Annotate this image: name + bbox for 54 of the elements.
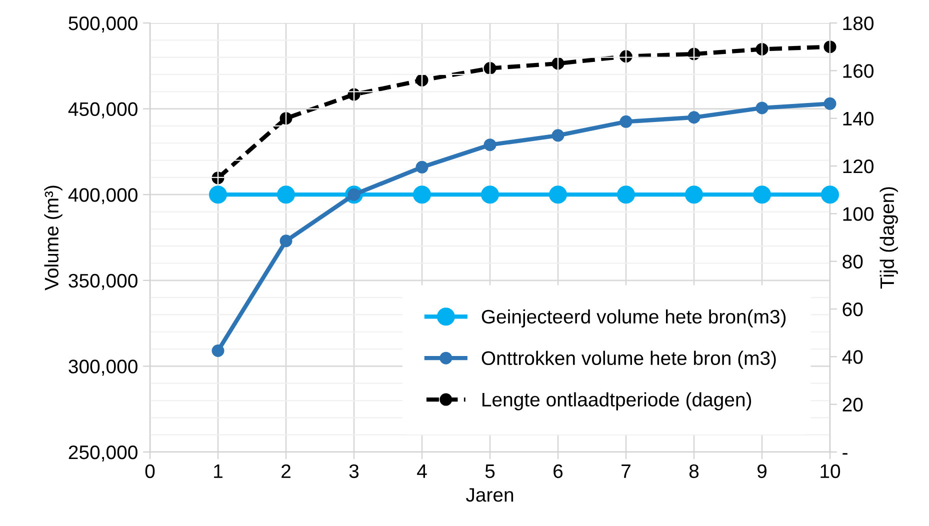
y2-tick-label: 180 (843, 16, 874, 30)
legend-label: Geinjecteerd volume hete bron(m3) (482, 309, 786, 328)
y2-tick-label: 140 (843, 112, 874, 126)
y2-tick-label: - (842, 453, 848, 455)
x-tick-label: 1 (214, 464, 222, 478)
point (616, 186, 636, 204)
point (412, 186, 432, 204)
y2-tick-label: 120 (843, 159, 874, 174)
x-tick-label: 9 (758, 464, 766, 478)
y2-tick-label: 60 (842, 302, 863, 316)
x-tick-label: 2 (282, 464, 290, 478)
y2-tick-label: 80 (842, 254, 863, 269)
y2-tick-label: 160 (843, 64, 874, 78)
y-tick-label: 250,000 (68, 445, 138, 462)
y-tick-label: 400,000 (68, 188, 138, 204)
point (280, 234, 292, 248)
point (756, 102, 768, 114)
y2-axis-title: Tijd (dagen) (880, 187, 898, 289)
y-axis-title: Volume (m³) (44, 186, 62, 290)
point (684, 186, 704, 204)
point (208, 186, 228, 204)
legend-label: Lengte ontlaadtperiode (dagen) (482, 392, 752, 410)
x-tick-label: 5 (485, 464, 495, 478)
point (752, 186, 772, 204)
point (820, 186, 840, 204)
x-tick-label: 6 (554, 464, 563, 478)
point (824, 97, 836, 110)
point (620, 115, 632, 128)
point (416, 160, 428, 174)
point (756, 42, 768, 56)
point (552, 129, 564, 142)
y2-tick-label: 100 (843, 207, 874, 221)
y2-tick-label: 20 (842, 398, 863, 412)
point (484, 138, 496, 152)
y-tick-label: 350,000 (68, 274, 138, 290)
point (688, 111, 700, 124)
x-tick-label: 10 (820, 464, 840, 478)
point (276, 186, 296, 204)
x-tick-label: 7 (622, 464, 630, 478)
point (212, 344, 224, 358)
y-tick-label: 450,000 (68, 102, 138, 118)
x-tick-label: 3 (349, 464, 359, 478)
x-tick-label: 0 (145, 464, 155, 478)
point (480, 186, 500, 204)
point (280, 112, 292, 125)
x-axis-title: Jaren (466, 488, 514, 502)
point (548, 186, 568, 204)
y-tick-label: 500,000 (68, 16, 138, 33)
point (824, 40, 836, 54)
x-tick-label: 8 (689, 464, 699, 478)
legend-label: Onttrokken volume hete bron (m3) (482, 350, 776, 369)
y2-tick-label: 40 (842, 350, 863, 364)
y-tick-label: 300,000 (68, 360, 138, 376)
x-tick-label: 4 (417, 464, 427, 478)
